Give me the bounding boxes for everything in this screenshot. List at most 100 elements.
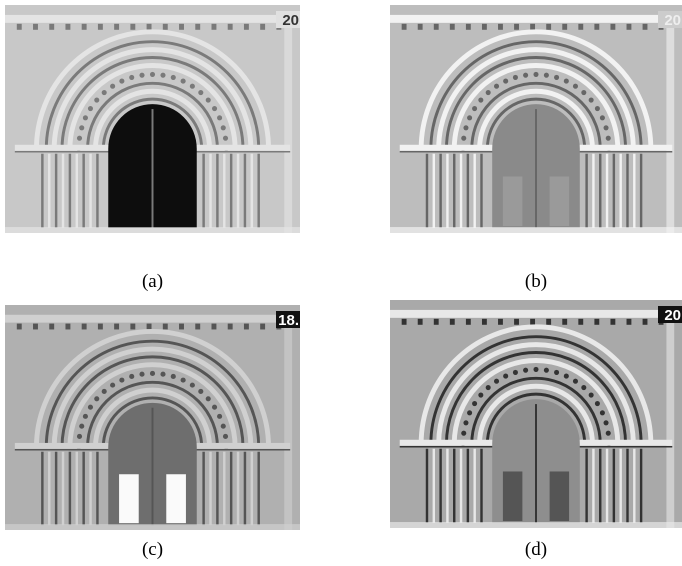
arch-bead bbox=[79, 125, 84, 130]
dentil bbox=[546, 319, 551, 325]
arch-bead bbox=[523, 73, 528, 78]
dentil bbox=[130, 324, 135, 330]
arch-bead bbox=[595, 401, 600, 406]
arch-bead bbox=[589, 97, 594, 102]
arch-bead bbox=[160, 73, 165, 78]
arch-bead bbox=[171, 374, 176, 379]
corner-label: 20 bbox=[664, 12, 681, 29]
dentil bbox=[147, 24, 152, 30]
arch-bead bbox=[206, 396, 211, 401]
arch-bead bbox=[160, 372, 165, 377]
dentil bbox=[179, 24, 184, 30]
arch-bead bbox=[472, 106, 477, 111]
arch-bead bbox=[190, 84, 195, 89]
image-panel bbox=[390, 5, 682, 233]
corner-label: 18. bbox=[278, 312, 299, 329]
dentil bbox=[498, 24, 503, 30]
right-pilaster bbox=[284, 323, 292, 530]
ground bbox=[390, 522, 682, 528]
arch-bead bbox=[463, 420, 468, 425]
arch-bead bbox=[217, 115, 222, 120]
cornice bbox=[5, 15, 300, 23]
dentil bbox=[179, 324, 184, 330]
dentil bbox=[627, 24, 632, 30]
caption: (b) bbox=[525, 271, 547, 292]
dentil bbox=[49, 24, 54, 30]
dentil bbox=[147, 324, 152, 330]
arch-bead bbox=[198, 90, 203, 95]
figure: 20(a)20(b)18.(c)20(d) bbox=[0, 0, 682, 566]
door-panel bbox=[166, 474, 186, 523]
arch-bead bbox=[77, 434, 82, 439]
dentil bbox=[530, 24, 535, 30]
arch-bead bbox=[129, 75, 134, 80]
dentil bbox=[402, 319, 407, 325]
dentil bbox=[212, 324, 217, 330]
ground bbox=[5, 524, 300, 530]
arch-bead bbox=[463, 125, 468, 130]
arch-bead bbox=[217, 414, 222, 419]
dentil bbox=[643, 319, 648, 325]
arch-bead bbox=[139, 73, 144, 78]
arch-bead bbox=[604, 125, 609, 130]
dentil bbox=[434, 24, 439, 30]
arch-bead bbox=[533, 367, 538, 372]
arch-bead bbox=[206, 97, 211, 102]
arch-bead bbox=[110, 383, 115, 388]
dentil bbox=[594, 319, 599, 325]
arch-bead bbox=[513, 75, 518, 80]
corner-label: 20 bbox=[664, 307, 681, 324]
arch-bead bbox=[573, 84, 578, 89]
arch-bead bbox=[119, 79, 124, 84]
arch-bead bbox=[198, 389, 203, 394]
arch-bead bbox=[494, 379, 499, 384]
dentil bbox=[450, 319, 455, 325]
dentil bbox=[562, 319, 567, 325]
dentil bbox=[530, 319, 535, 325]
dentil bbox=[98, 24, 103, 30]
door-panel bbox=[503, 176, 522, 226]
arch-bead bbox=[139, 372, 144, 377]
dentil bbox=[195, 324, 200, 330]
dentil bbox=[610, 319, 615, 325]
arch-bead bbox=[513, 370, 518, 375]
arch-bead bbox=[461, 431, 466, 436]
arch-bead bbox=[564, 374, 569, 379]
arch-bead bbox=[494, 84, 499, 89]
dentil bbox=[546, 24, 551, 30]
caption: (c) bbox=[142, 539, 163, 560]
arch-bead bbox=[150, 72, 155, 77]
dentil bbox=[466, 24, 471, 30]
arch-bead bbox=[503, 374, 508, 379]
dentil bbox=[82, 324, 87, 330]
dentil bbox=[114, 24, 119, 30]
arch-bead bbox=[190, 383, 195, 388]
arch-bead bbox=[544, 368, 549, 373]
arch-bead bbox=[554, 370, 559, 375]
right-pilaster bbox=[666, 318, 674, 528]
arch-bead bbox=[94, 396, 99, 401]
door-panel bbox=[550, 471, 569, 521]
arch-bead bbox=[533, 72, 538, 77]
image-panel bbox=[5, 305, 300, 530]
dentil bbox=[418, 24, 423, 30]
image-panel bbox=[5, 5, 300, 233]
arch-bead bbox=[221, 125, 226, 130]
dentil bbox=[65, 24, 70, 30]
dentil bbox=[466, 319, 471, 325]
dentil bbox=[482, 24, 487, 30]
cornice bbox=[5, 315, 300, 323]
arch-bead bbox=[581, 90, 586, 95]
dentil bbox=[260, 24, 265, 30]
dentil bbox=[450, 24, 455, 30]
arch-bead bbox=[129, 374, 134, 379]
dentil bbox=[228, 24, 233, 30]
door-panel bbox=[503, 471, 522, 521]
arch-bead bbox=[478, 392, 483, 397]
arch-bead bbox=[606, 136, 611, 141]
arch-bead bbox=[589, 392, 594, 397]
arch-bead bbox=[467, 115, 472, 120]
dentil bbox=[244, 324, 249, 330]
arch-bead bbox=[223, 434, 228, 439]
dentil bbox=[594, 24, 599, 30]
